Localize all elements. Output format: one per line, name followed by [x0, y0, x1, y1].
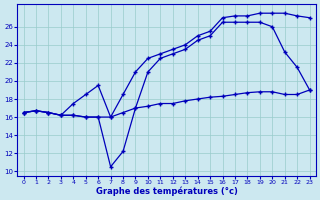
X-axis label: Graphe des températures (°c): Graphe des températures (°c) — [96, 186, 237, 196]
